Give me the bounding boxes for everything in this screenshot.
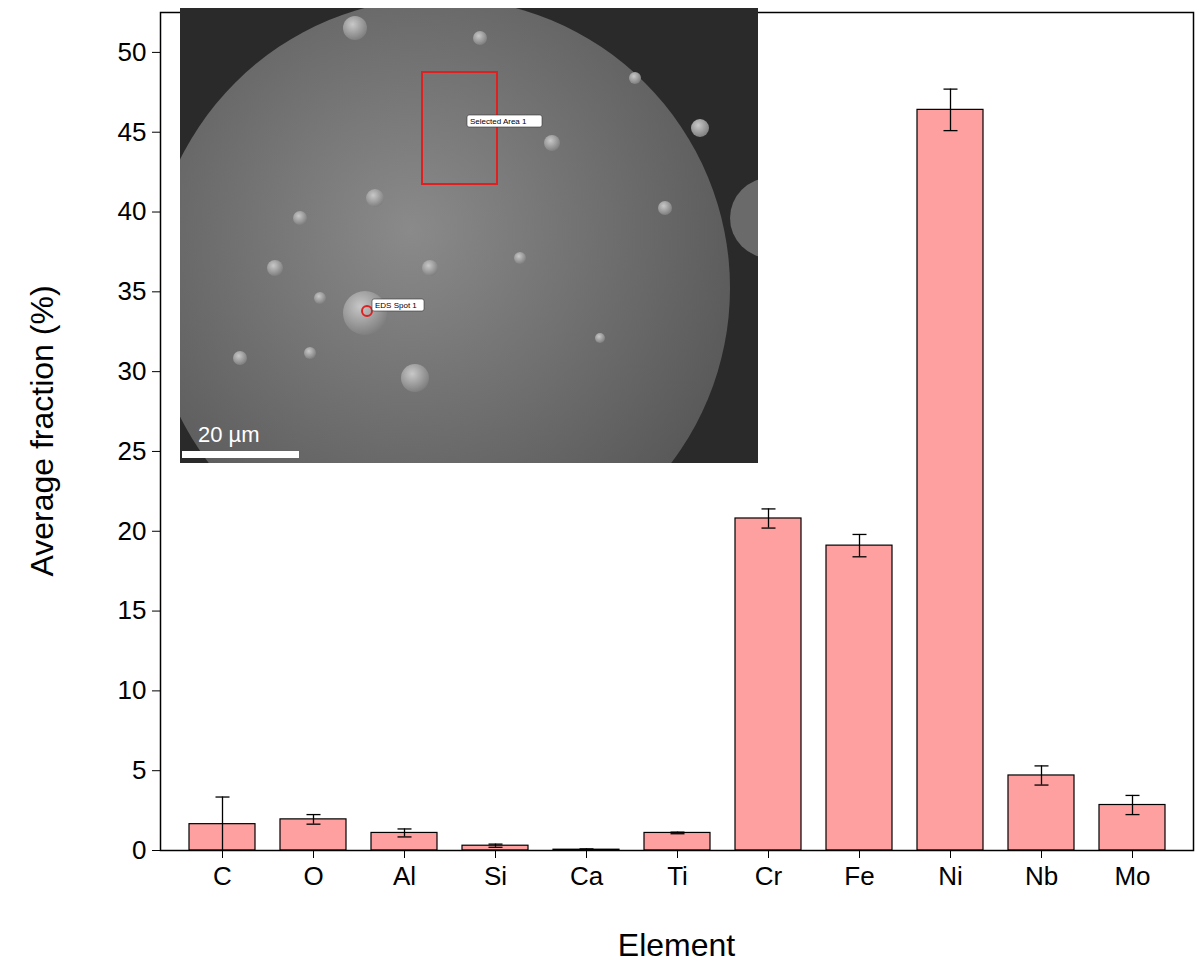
svg-text:O: O: [303, 861, 323, 891]
svg-text:20: 20: [118, 516, 147, 546]
svg-text:Ca: Ca: [570, 861, 604, 891]
svg-text:Nb: Nb: [1025, 861, 1058, 891]
svg-text:45: 45: [118, 117, 147, 147]
svg-text:0: 0: [132, 835, 146, 865]
svg-text:Si: Si: [484, 861, 507, 891]
svg-text:25: 25: [118, 436, 147, 466]
svg-text:Ni: Ni: [938, 861, 963, 891]
svg-text:Ti: Ti: [667, 861, 688, 891]
svg-text:C: C: [213, 861, 232, 891]
svg-text:Al: Al: [393, 861, 416, 891]
svg-text:Mo: Mo: [1114, 861, 1150, 891]
svg-text:Fe: Fe: [844, 861, 874, 891]
svg-text:Selected Area 1: Selected Area 1: [470, 117, 527, 126]
svg-text:50: 50: [118, 37, 147, 67]
svg-text:5: 5: [132, 755, 146, 785]
svg-text:20 µm: 20 µm: [198, 422, 260, 447]
svg-text:EDS Spot 1: EDS Spot 1: [375, 301, 417, 310]
svg-text:10: 10: [118, 675, 147, 705]
svg-text:Cr: Cr: [755, 861, 783, 891]
svg-text:30: 30: [118, 356, 147, 386]
svg-text:40: 40: [118, 196, 147, 226]
html-text:Average fraction (%): Average fraction (%): [23, 285, 60, 577]
svg-text:15: 15: [118, 595, 147, 625]
html-text:Element: Element: [617, 926, 736, 963]
svg-text:35: 35: [118, 276, 147, 306]
